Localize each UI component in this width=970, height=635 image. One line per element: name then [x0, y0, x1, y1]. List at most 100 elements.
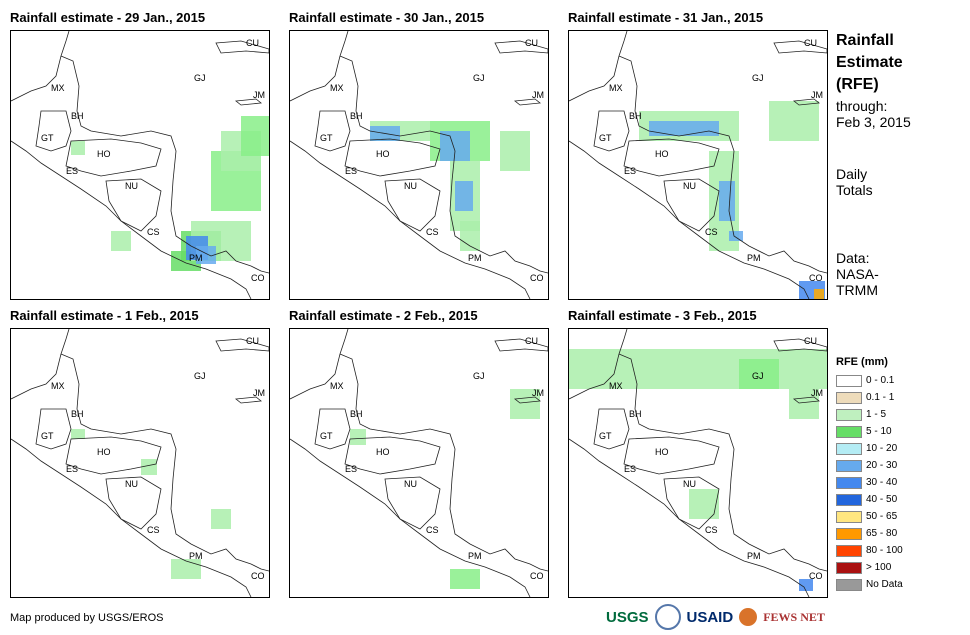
- legend-label: 20 - 30: [866, 460, 898, 471]
- country-label-cs: CS: [426, 227, 439, 237]
- legend-swatch: [836, 425, 862, 438]
- rainfall-layer: [350, 389, 540, 589]
- country-label-ho: HO: [655, 447, 669, 457]
- country-label-bh: BH: [71, 409, 84, 419]
- country-label-cs: CS: [705, 525, 718, 535]
- rainfall-layer: [71, 429, 231, 579]
- country-label-pm: PM: [747, 551, 761, 561]
- legend-item: 30 - 40: [836, 474, 903, 491]
- country-label-gt: GT: [41, 431, 54, 441]
- rainfall-cell: [569, 349, 827, 389]
- country-label-co: CO: [251, 571, 265, 581]
- legend-item: 10 - 20: [836, 440, 903, 457]
- country-label-gt: GT: [599, 133, 612, 143]
- country-label-es: ES: [345, 464, 357, 474]
- rainfall-cell: [814, 289, 824, 299]
- daily-2: Totals: [836, 182, 873, 198]
- legend-item: 80 - 100: [836, 542, 903, 559]
- country-label-co: CO: [809, 273, 823, 283]
- country-label-cs: CS: [705, 227, 718, 237]
- usgs-logo: USGS: [606, 608, 649, 626]
- panel-title: Rainfall estimate - 1 Feb., 2015: [10, 308, 199, 323]
- country-label-mx: MX: [51, 381, 65, 391]
- country-borders: [314, 408, 441, 530]
- legend-label: 1 - 5: [866, 409, 887, 420]
- panel-title: Rainfall estimate - 30 Jan., 2015: [289, 10, 485, 25]
- rainfall-cell: [450, 569, 480, 589]
- rainfall-cell: [799, 579, 813, 591]
- rainfall-cell: [71, 141, 85, 155]
- country-label-jm: JM: [532, 90, 544, 100]
- legend-swatch: [836, 493, 862, 506]
- rainfall-cell: [719, 181, 735, 221]
- legend-rows: 0 - 0.1 0.1 - 1 1 - 5 5 - 10 10 - 20 20 - 30 3…: [836, 372, 903, 593]
- legend-label: 0 - 0.1: [866, 375, 895, 386]
- data-block: Data: NASA- TRMM: [836, 250, 879, 298]
- country-label-cu: CU: [804, 336, 817, 346]
- legend-item: 20 - 30: [836, 457, 903, 474]
- legend-label: 10 - 20: [866, 443, 898, 454]
- country-label-gj: GJ: [752, 73, 764, 83]
- country-label-bh: BH: [629, 111, 642, 121]
- rainfall-cell: [71, 429, 85, 439]
- country-label-co: CO: [530, 571, 544, 581]
- data-2: NASA-: [836, 266, 879, 282]
- country-label-pm: PM: [189, 551, 203, 561]
- country-label-nu: NU: [404, 479, 417, 489]
- rainfall-cell: [455, 181, 473, 211]
- country-label-pm: PM: [468, 551, 482, 561]
- country-label-pm: PM: [468, 253, 482, 263]
- seal-icon: [654, 604, 681, 630]
- rainfall-layer: [71, 116, 269, 271]
- country-label-mx: MX: [330, 381, 344, 391]
- country-label-pm: PM: [747, 253, 761, 263]
- country-label-jm: JM: [811, 388, 823, 398]
- country-label-bh: BH: [350, 111, 363, 121]
- legend-swatch: [836, 442, 862, 455]
- rainfall-cell: [500, 131, 530, 171]
- map-canvas: MX GJ CU JM BH GT HO ES NU CS PM CO: [11, 31, 269, 299]
- logo-strip: USGS USAID FEWS NET: [606, 604, 825, 630]
- legend-item: 0.1 - 1: [836, 389, 903, 406]
- rainfall-cell: [769, 101, 819, 141]
- country-label-mx: MX: [51, 83, 65, 93]
- legend-item: 65 - 80: [836, 525, 903, 542]
- country-label-cs: CS: [426, 525, 439, 535]
- island-outlines: [773, 40, 827, 106]
- country-borders: [35, 408, 162, 530]
- country-label-gt: GT: [320, 133, 333, 143]
- country-label-ho: HO: [376, 447, 390, 457]
- coastline: [569, 31, 827, 299]
- country-label-jm: JM: [532, 388, 544, 398]
- legend-swatch: [836, 527, 862, 540]
- legend-swatch: [836, 374, 862, 387]
- country-label-co: CO: [530, 273, 544, 283]
- legend-swatch: [836, 391, 862, 404]
- legend-item: 40 - 50: [836, 491, 903, 508]
- legend-swatch: [836, 408, 862, 421]
- country-label-nu: NU: [404, 181, 417, 191]
- through-date: Feb 3, 2015: [836, 114, 911, 130]
- country-label-co: CO: [809, 571, 823, 581]
- country-label-gj: GJ: [473, 371, 485, 381]
- coastline: [290, 329, 548, 597]
- panel-title: Rainfall estimate - 2 Feb., 2015: [289, 308, 478, 323]
- country-label-gt: GT: [320, 431, 333, 441]
- map-frame: MX GJ CU JM BH GT HO ES NU CS PM CO: [10, 30, 270, 300]
- country-label-cu: CU: [246, 38, 259, 48]
- legend-item: 5 - 10: [836, 423, 903, 440]
- country-label-nu: NU: [125, 181, 138, 191]
- country-borders: [593, 110, 720, 232]
- country-label-bh: BH: [71, 111, 84, 121]
- country-label-es: ES: [624, 464, 636, 474]
- island-outlines: [215, 338, 269, 404]
- map-canvas: MX GJ CU JM BH GT HO ES NU CS PM CO: [290, 329, 548, 597]
- rainfall-cell: [171, 559, 201, 579]
- rainfall-cell: [729, 231, 743, 241]
- rainfall-cell: [460, 221, 480, 251]
- daily-block: Daily Totals: [836, 166, 873, 198]
- rainfall-layer: [370, 121, 530, 251]
- country-label-gj: GJ: [194, 371, 206, 381]
- coastline: [569, 329, 827, 597]
- rainfall-cell: [739, 359, 779, 389]
